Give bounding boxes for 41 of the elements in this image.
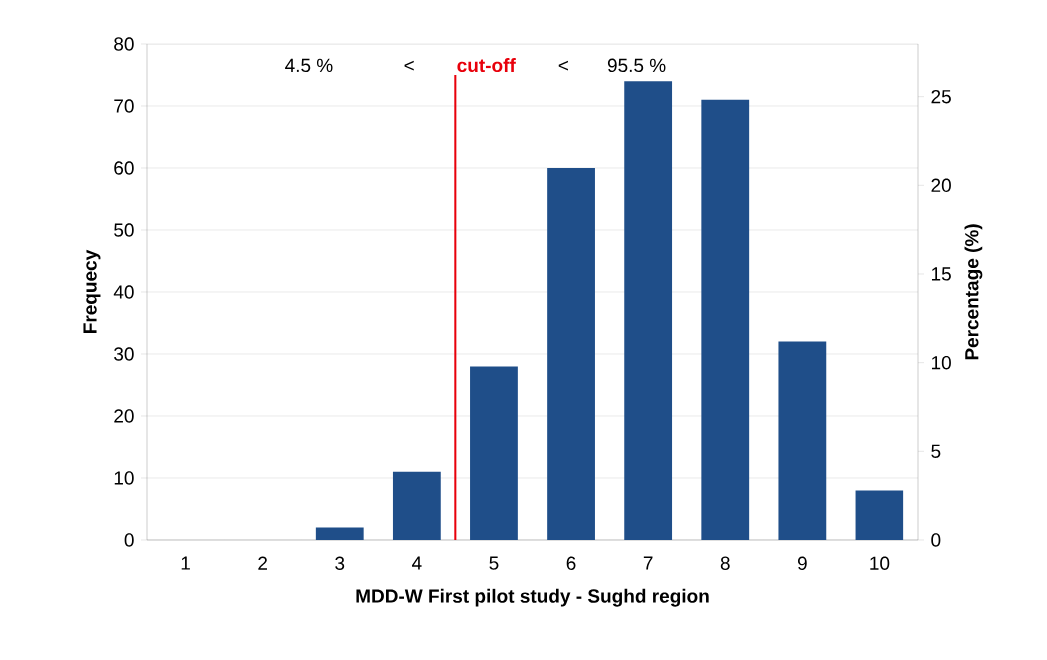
x-axis-title: MDD-W First pilot study - Sughd region [356, 588, 709, 607]
x-tick-label: 10 [870, 556, 890, 570]
y-tick-label: 70 [114, 99, 134, 113]
ref-line-label: cut-off [457, 58, 516, 73]
x-tick-label: 6 [566, 556, 576, 570]
bar [315, 527, 364, 540]
y-tick-label: 20 [114, 409, 134, 423]
y-tick-label: 50 [114, 223, 134, 237]
y2-tick-label: 25 [931, 89, 951, 104]
y-axis-title: Frequecy [83, 249, 101, 333]
bar [547, 167, 595, 540]
bar [624, 81, 673, 540]
x-tick-label: 3 [335, 556, 345, 570]
x-tick-label: 9 [797, 556, 807, 570]
y-tick-label: 40 [113, 285, 134, 299]
y2-tick-label: 20 [931, 178, 951, 193]
bar [470, 366, 518, 540]
bar [855, 490, 904, 540]
y-tick-label: 60 [114, 161, 134, 175]
y2-axis-title: Percentage (%) [964, 224, 983, 360]
y2-tick-label: 15 [931, 267, 951, 281]
x-tick-label: 2 [258, 556, 267, 570]
bar [392, 471, 441, 540]
x-tick-label: 1 [181, 556, 190, 570]
y-tick-label: 80 [114, 37, 134, 51]
annotation: 4.5 % [285, 58, 333, 73]
y2-tick-label: 5 [931, 444, 941, 458]
x-tick-label: 7 [643, 556, 653, 570]
x-tick-label: 8 [720, 556, 730, 570]
y-tick-label: 10 [114, 471, 134, 485]
y2-tick-label: 10 [931, 355, 951, 370]
annotation: < [558, 60, 568, 71]
x-tick-label: 5 [489, 556, 499, 570]
bar [701, 99, 750, 540]
bar [778, 341, 827, 540]
annotation: < [404, 60, 414, 71]
x-tick-label: 4 [412, 556, 422, 570]
y2-tick-label: 0 [931, 533, 941, 547]
y-tick-label: 0 [124, 533, 134, 547]
y-tick-label: 30 [114, 347, 134, 361]
annotation: 95.5 % [607, 58, 666, 73]
